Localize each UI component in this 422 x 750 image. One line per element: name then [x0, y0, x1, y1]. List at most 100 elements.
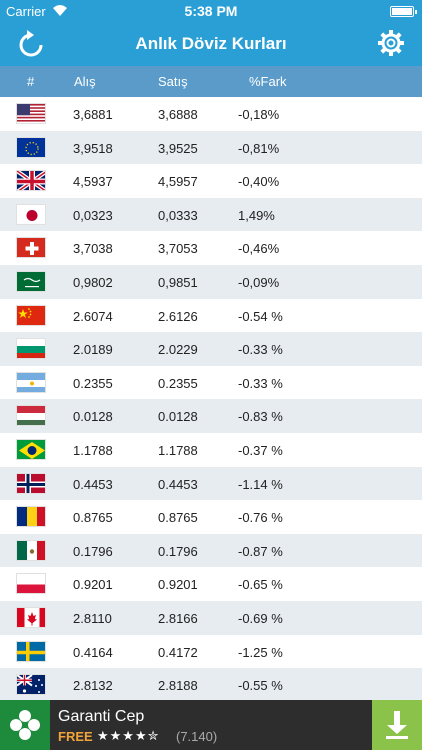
currency-row[interactable]: 0.4164 0.4172 -1.25 %: [0, 635, 422, 669]
currency-row[interactable]: 2.8132 2.8188 -0.55 %: [0, 668, 422, 702]
battery-icon: [390, 6, 417, 17]
ad-review-count: (7.140): [176, 729, 218, 744]
japan-flag-icon: [16, 203, 46, 225]
change-percent: -0,40%: [238, 174, 280, 190]
change-percent: -0.55 %: [238, 678, 283, 694]
buy-rate: 0.4453: [73, 476, 113, 492]
change-percent: -0,18%: [238, 107, 280, 122]
change-percent: -1.14 %: [238, 476, 283, 492]
argentina-flag-icon: [16, 371, 46, 393]
sell-rate: 0.9201: [158, 577, 198, 593]
currency-row[interactable]: 3,9518 3,9525 -0,81%: [0, 130, 422, 165]
sell-rate: 0,0333: [158, 207, 198, 223]
sell-rate: 2.8188: [158, 678, 198, 694]
buy-rate: 0.2355: [73, 375, 113, 391]
eu-flag-icon: [16, 136, 46, 158]
change-percent: -0,09%: [238, 274, 280, 290]
column-header-row: # Alış Satış %Fark: [0, 66, 422, 97]
china-flag-icon: [16, 304, 46, 326]
brazil-flag-icon: [16, 438, 46, 460]
column-header-buy: Alış: [74, 74, 96, 89]
carrier-label: Carrier: [6, 4, 46, 19]
ad-rating-stars: ★★★★✮: [97, 728, 160, 743]
poland-flag-icon: [16, 573, 46, 595]
buy-rate: 0,0323: [73, 207, 113, 223]
currency-list: 3,6881 3,6888 -0,18% 3,9518 3,9525 -0,81…: [0, 97, 422, 702]
uk-flag-icon: [16, 170, 46, 192]
sell-rate: 0,9851: [158, 274, 198, 290]
currency-row[interactable]: 0,0323 0,0333 1,49%: [0, 197, 422, 232]
buy-rate: 0.0128: [73, 409, 113, 425]
sell-rate: 4,5957: [158, 174, 198, 190]
currency-row[interactable]: 0.8765 0.8765 -0.76 %: [0, 500, 422, 534]
buy-rate: 3,7038: [73, 241, 113, 257]
change-percent: 1,49%: [238, 207, 275, 223]
sell-rate: 0.0128: [158, 409, 198, 425]
refresh-icon[interactable]: [18, 30, 44, 58]
wifi-icon: [52, 3, 68, 20]
change-percent: -0.69 %: [238, 610, 283, 626]
change-percent: -0.37 %: [238, 442, 283, 458]
currency-row[interactable]: 3,7038 3,7053 -0,46%: [0, 231, 422, 265]
buy-rate: 2.6074: [73, 308, 113, 324]
change-percent: -0.33 %: [238, 342, 283, 358]
canada-flag-icon: [16, 606, 46, 628]
buy-rate: 1.1788: [73, 442, 113, 458]
column-header-sell: Satış: [158, 74, 188, 89]
currency-row[interactable]: 0,9802 0,9851 -0,09%: [0, 264, 422, 299]
sell-rate: 2.6126: [158, 308, 198, 324]
sell-rate: 0.2355: [158, 375, 198, 391]
buy-rate: 2.8132: [73, 678, 113, 694]
buy-rate: 0,9802: [73, 274, 113, 290]
ad-banner[interactable]: Garanti Cep FREE ★★★★✮ (7.140): [0, 700, 422, 750]
currency-row[interactable]: 3,6881 3,6888 -0,18%: [0, 97, 422, 131]
page-title: Anlık Döviz Kurları: [135, 34, 287, 53]
bulgaria-flag-icon: [16, 338, 46, 360]
currency-row[interactable]: 0.9201 0.9201 -0.65 %: [0, 567, 422, 601]
currency-row[interactable]: 2.0189 2.0229 -0.33 %: [0, 332, 422, 366]
sell-rate: 0.1796: [158, 543, 198, 559]
clock-label: 5:38 PM: [184, 3, 238, 19]
sell-rate: 2.0229: [158, 342, 198, 358]
column-header-diff: %Fark: [249, 74, 287, 89]
buy-rate: 2.0189: [73, 342, 113, 358]
navigation-bar: Anlık Döviz Kurları: [0, 22, 422, 66]
currency-row[interactable]: 2.8110 2.8166 -0.69 %: [0, 600, 422, 635]
australia-flag-icon: [16, 674, 46, 696]
change-percent: -0,46%: [238, 241, 280, 257]
buy-rate: 0.4164: [73, 644, 113, 660]
status-bar: Carrier 5:38 PM: [0, 0, 422, 22]
change-percent: -0.54 %: [238, 308, 283, 324]
buy-rate: 4,5937: [73, 174, 113, 190]
us-flag-icon: [16, 103, 46, 124]
column-header-index: #: [27, 74, 35, 89]
sell-rate: 3,9525: [158, 140, 198, 156]
currency-row[interactable]: 2.6074 2.6126 -0.54 %: [0, 299, 422, 333]
sell-rate: 3,6888: [158, 107, 198, 122]
change-percent: -1.25 %: [238, 644, 283, 660]
buy-rate: 0.9201: [73, 577, 113, 593]
app-logo-icon: [0, 700, 50, 750]
ad-price: FREE: [58, 729, 93, 744]
currency-row[interactable]: 0.0128 0.0128 -0.83 %: [0, 399, 422, 433]
change-percent: -0.87 %: [238, 543, 283, 559]
change-percent: -0.65 %: [238, 577, 283, 593]
sell-rate: 1.1788: [158, 442, 198, 458]
currency-row[interactable]: 0.4453 0.4453 -1.14 %: [0, 466, 422, 501]
sell-rate: 3,7053: [158, 241, 198, 257]
change-percent: -0.33 %: [238, 375, 283, 391]
saudi-arabia-flag-icon: [16, 270, 46, 292]
download-icon[interactable]: [372, 700, 422, 750]
ad-app-name: Garanti Cep: [58, 708, 145, 725]
sweden-flag-icon: [16, 640, 46, 662]
currency-row[interactable]: 0.1796 0.1796 -0.87 %: [0, 533, 422, 568]
currency-row[interactable]: 0.2355 0.2355 -0.33 %: [0, 366, 422, 400]
gear-icon[interactable]: [378, 30, 404, 56]
buy-rate: 3,9518: [73, 140, 113, 156]
change-percent: -0,81%: [238, 140, 280, 156]
sell-rate: 0.8765: [158, 510, 198, 526]
sell-rate: 0.4453: [158, 476, 198, 492]
currency-row[interactable]: 1.1788 1.1788 -0.37 %: [0, 433, 422, 467]
currency-row[interactable]: 4,5937 4,5957 -0,40%: [0, 164, 422, 198]
buy-rate: 2.8110: [73, 610, 112, 626]
